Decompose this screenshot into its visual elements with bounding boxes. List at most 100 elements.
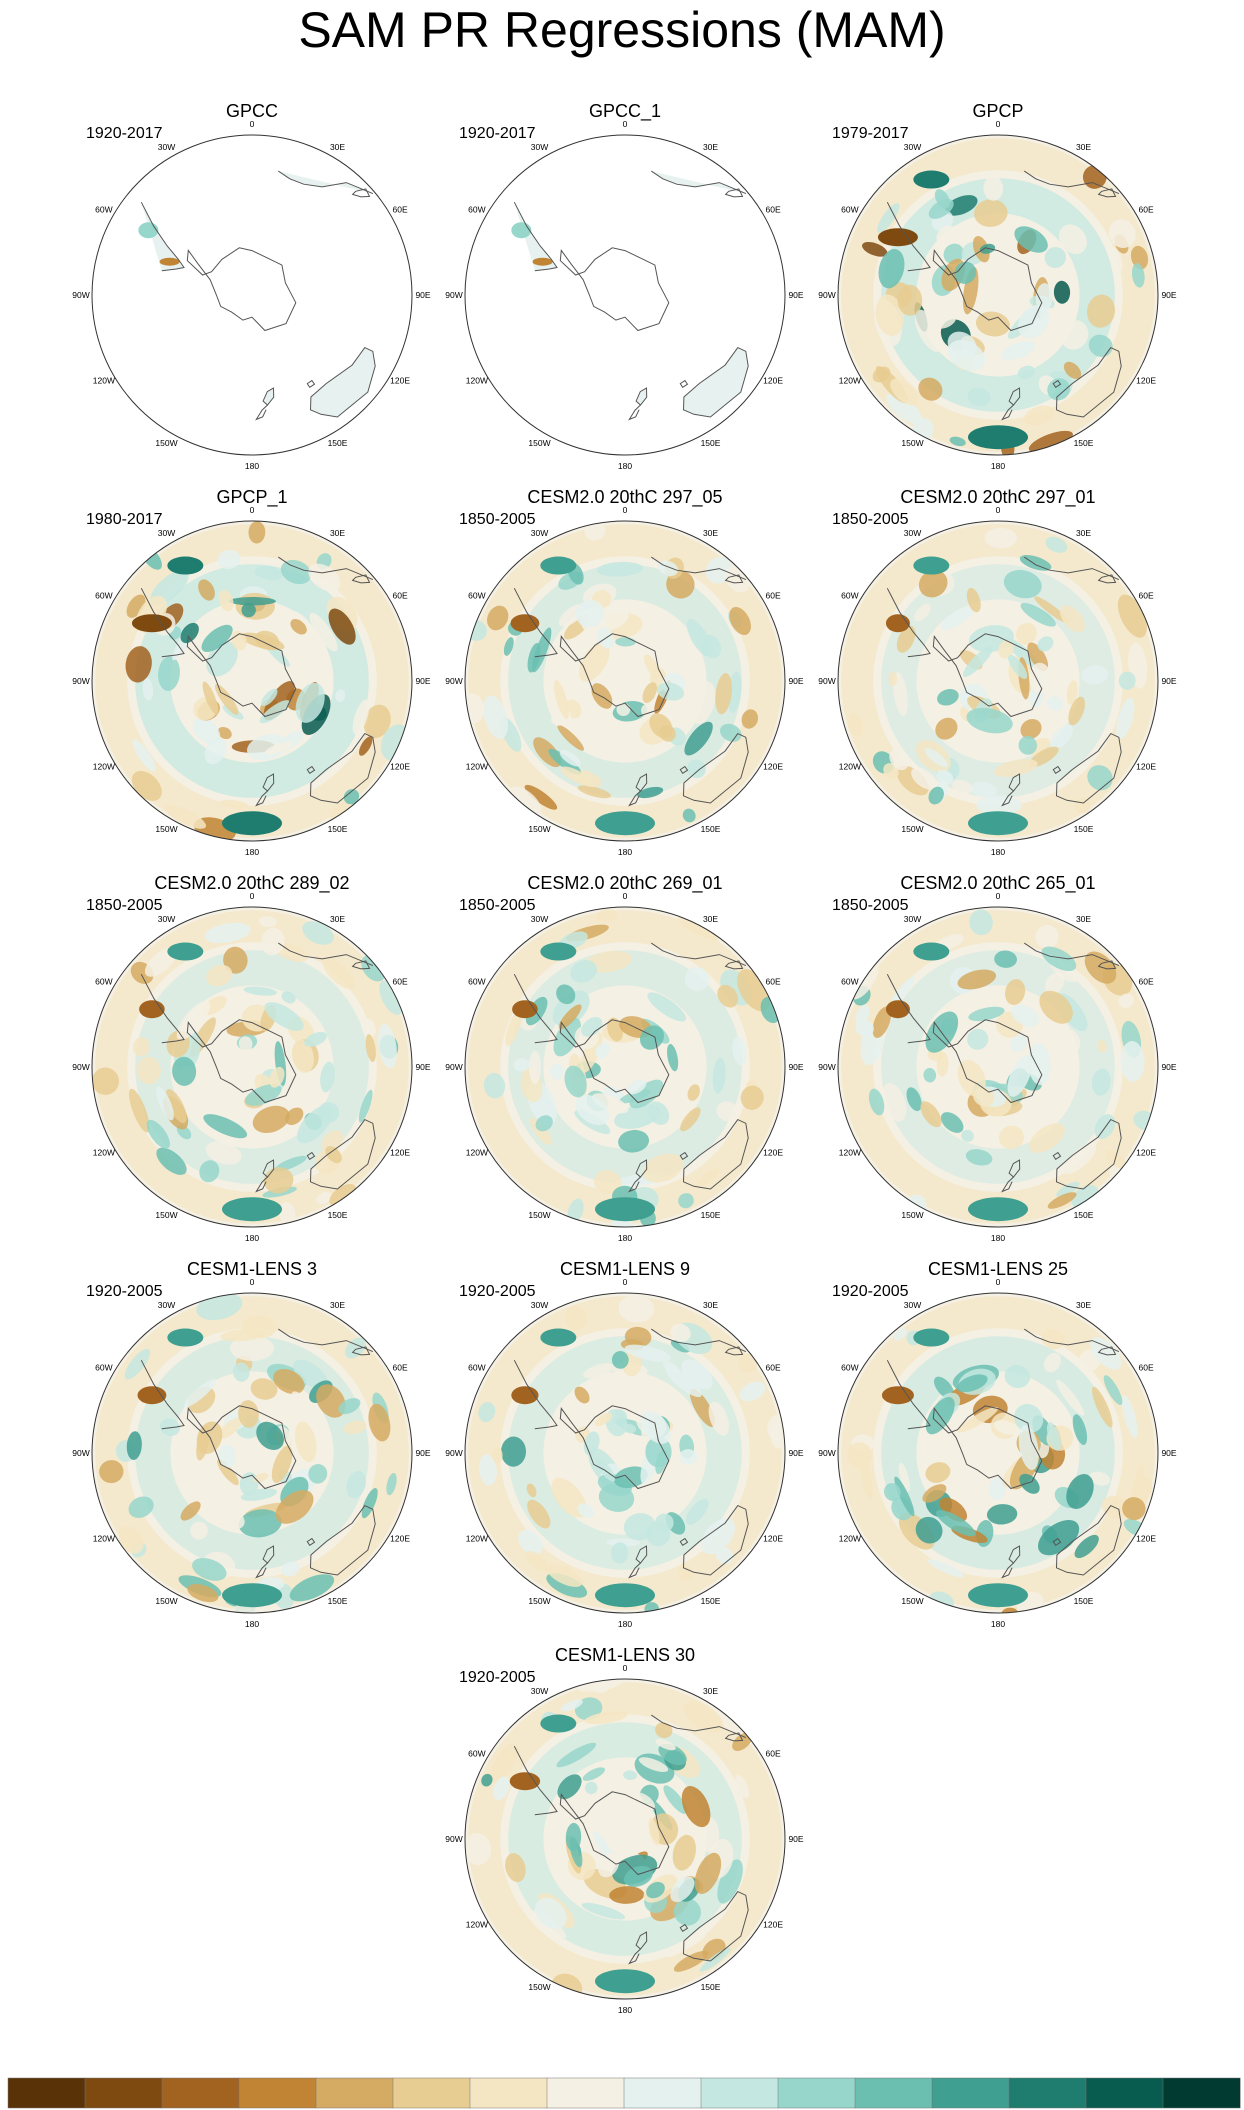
anomaly-blob bbox=[131, 770, 162, 801]
anomaly-blob bbox=[968, 811, 1028, 836]
longitude-label: 150E bbox=[701, 1210, 721, 1220]
anomaly-blob bbox=[1074, 797, 1091, 814]
anomaly-blob bbox=[273, 1368, 305, 1395]
longitude-label: 120W bbox=[93, 376, 115, 386]
anomaly-blob bbox=[289, 1574, 335, 1602]
anomaly-blob bbox=[343, 1420, 367, 1435]
anomaly-blob bbox=[361, 1018, 376, 1038]
map-border bbox=[464, 906, 786, 1228]
anomaly-blob bbox=[465, 1833, 492, 1866]
precip-regression-field bbox=[465, 135, 785, 455]
anomaly-blob bbox=[1057, 1028, 1081, 1056]
precip-regression-field bbox=[92, 521, 412, 841]
longitude-label: 0 bbox=[250, 891, 255, 901]
anomaly-blob bbox=[898, 1462, 910, 1492]
longitude-label: 30W bbox=[531, 914, 548, 924]
anomaly-blob bbox=[136, 1056, 161, 1085]
anomaly-blob bbox=[663, 1785, 687, 1814]
anomaly-blob bbox=[343, 789, 360, 805]
anomaly-blob bbox=[1091, 1068, 1111, 1096]
map-panel: CESM2.0 20thC 265_01 1850-2005 0 30E 60E 90E 1… bbox=[818, 873, 1177, 1243]
anomaly-blob bbox=[1060, 605, 1085, 633]
anomaly-blob bbox=[680, 1107, 701, 1132]
anomaly-blob bbox=[855, 1004, 870, 1026]
coastline bbox=[262, 1159, 275, 1178]
coastline bbox=[513, 973, 558, 1044]
anomaly-blob bbox=[556, 984, 576, 1005]
longitude-label: 150E bbox=[328, 1596, 348, 1606]
anomaly-blob bbox=[202, 681, 219, 715]
anomaly-blob bbox=[557, 724, 585, 751]
anomaly-blob bbox=[156, 1147, 187, 1175]
anomaly-blob bbox=[129, 1088, 150, 1133]
longitude-label: 150W bbox=[528, 1210, 550, 1220]
anomaly-blob bbox=[503, 637, 514, 656]
anomaly-blob bbox=[999, 1125, 1024, 1150]
anomaly-blob bbox=[1014, 1404, 1044, 1433]
anomaly-blob bbox=[285, 1107, 304, 1126]
anomaly-blob bbox=[559, 749, 581, 767]
anomaly-blob bbox=[683, 1701, 724, 1733]
anomaly-blob bbox=[655, 1513, 674, 1533]
coastline bbox=[682, 732, 749, 804]
anomaly-blob bbox=[159, 1418, 181, 1436]
coastline bbox=[1097, 574, 1117, 584]
anomaly-blob bbox=[579, 642, 610, 682]
anomaly-blob bbox=[739, 1381, 766, 1402]
land-value-patch bbox=[263, 388, 274, 405]
anomaly-blob bbox=[878, 249, 905, 289]
longitude-label: 90W bbox=[72, 676, 89, 686]
anomaly-blob bbox=[700, 1518, 736, 1555]
coastline bbox=[679, 1923, 689, 1932]
anomaly-blob bbox=[241, 1315, 277, 1339]
longitude-label: 90W bbox=[818, 1062, 835, 1072]
anomaly-blob bbox=[967, 1028, 989, 1050]
precip-regression-field bbox=[465, 907, 785, 1227]
anomaly-blob bbox=[770, 1423, 785, 1449]
anomaly-blob bbox=[164, 804, 207, 829]
anomaly-blob bbox=[717, 1859, 743, 1904]
anomaly-blob bbox=[180, 1501, 201, 1521]
map-border bbox=[464, 1678, 786, 2000]
coastline bbox=[1024, 1328, 1120, 1353]
coastline bbox=[262, 387, 275, 406]
longitude-label: 60W bbox=[468, 977, 485, 987]
anomaly-blob bbox=[329, 1184, 357, 1207]
anomaly-blob bbox=[619, 1089, 651, 1104]
anomaly-blob bbox=[190, 1521, 208, 1540]
anomaly-blob bbox=[280, 1561, 300, 1577]
anomaly-blob bbox=[624, 1344, 671, 1362]
anomaly-blob bbox=[560, 1699, 583, 1712]
anomaly-blob bbox=[241, 602, 256, 618]
anomaly-blob bbox=[890, 976, 915, 1006]
anomaly-blob bbox=[529, 1117, 552, 1145]
map-border bbox=[837, 134, 1159, 456]
anomaly-blob bbox=[338, 1398, 361, 1415]
anomaly-blob bbox=[914, 603, 931, 622]
anomaly-blob bbox=[328, 608, 356, 645]
anomaly-blob bbox=[719, 723, 742, 742]
coastlines bbox=[513, 1328, 749, 1579]
coastline bbox=[628, 1562, 641, 1579]
anomaly-blob bbox=[304, 1031, 328, 1047]
anomaly-blob bbox=[184, 1378, 217, 1408]
anomaly-blob bbox=[1046, 695, 1063, 711]
anomaly-blob bbox=[738, 1353, 758, 1373]
panel-period: 1920-2005 bbox=[86, 1283, 163, 1300]
anomaly-blob bbox=[623, 1423, 637, 1434]
coastline bbox=[886, 587, 931, 658]
longitude-label: 30E bbox=[330, 528, 345, 538]
anomaly-blob bbox=[1088, 334, 1113, 357]
longitude-label: 150E bbox=[1074, 438, 1094, 448]
panel-title: CESM2.0 20thC 269_01 bbox=[527, 873, 722, 894]
anomaly-blob bbox=[1020, 602, 1056, 627]
anomaly-blob bbox=[1047, 1192, 1077, 1209]
longitude-label: 60E bbox=[1139, 205, 1154, 215]
anomaly-blob bbox=[592, 1679, 610, 1694]
longitude-label: 150E bbox=[701, 824, 721, 834]
longitude-label: 90E bbox=[788, 1834, 803, 1844]
panel-title: CESM2.0 20thC 289_02 bbox=[154, 873, 349, 894]
map-panel: CESM1-LENS 25 1920-2005 0 30E 60E 90E 120E 150E… bbox=[818, 1259, 1177, 1629]
longitude-label: 90E bbox=[1161, 1448, 1176, 1458]
anomaly-blob bbox=[658, 1743, 687, 1766]
